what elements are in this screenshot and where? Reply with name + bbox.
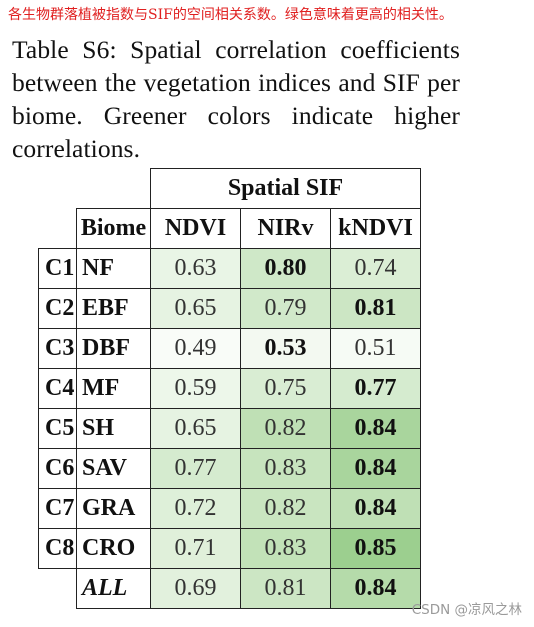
cell-kndvi: 0.74 (330, 247, 421, 289)
cell-ndvi: 0.63 (150, 247, 241, 289)
cell-nirv: 0.79 (240, 287, 331, 329)
correlation-table: Spatial SIF Biome NDVI NIRv kNDVI C1 NF 0.… (38, 168, 421, 609)
column-header-ndvi: NDVI (150, 207, 241, 249)
row-code: C2 (38, 287, 77, 329)
table-row: C1 NF 0.63 0.80 0.74 (38, 247, 421, 289)
row-biome: MF (76, 367, 151, 409)
row-biome: CRO (76, 527, 151, 569)
cell-nirv: 0.82 (240, 407, 331, 449)
row-biome: SAV (76, 447, 151, 489)
row-biome: EBF (76, 287, 151, 329)
row-code: C7 (38, 487, 77, 529)
table-row: C7 GRA 0.72 0.82 0.84 (38, 487, 421, 529)
row-code: C1 (38, 247, 77, 289)
cell-kndvi: 0.85 (330, 527, 421, 569)
cell-nirv: 0.75 (240, 367, 331, 409)
table-row: C3 DBF 0.49 0.53 0.51 (38, 327, 421, 369)
row-code: C3 (38, 327, 77, 369)
table-caption: Table S6: Spatial correlation coefficien… (12, 35, 460, 163)
cell-kndvi: 0.84 (330, 447, 421, 489)
row-code: C4 (38, 367, 77, 409)
cell-ndvi: 0.69 (150, 567, 241, 609)
cell-kndvi: 0.84 (330, 487, 421, 529)
cell-ndvi: 0.71 (150, 527, 241, 569)
row-biome: DBF (76, 327, 151, 369)
cell-nirv: 0.82 (240, 487, 331, 529)
column-header-biome: Biome (76, 207, 151, 249)
cell-nirv: 0.53 (240, 327, 331, 369)
table-row: C4 MF 0.59 0.75 0.77 (38, 367, 421, 409)
group-header-spatial-sif: Spatial SIF (150, 168, 421, 209)
row-biome: NF (76, 247, 151, 289)
cell-ndvi: 0.72 (150, 487, 241, 529)
table-row: C5 SH 0.65 0.82 0.84 (38, 407, 421, 449)
cell-kndvi: 0.81 (330, 287, 421, 329)
row-code: C6 (38, 447, 77, 489)
cell-nirv: 0.83 (240, 447, 331, 489)
chinese-annotation: 各生物群落植被指数与SIF的空间相关系数。绿色意味着更高的相关性。 (8, 7, 453, 23)
csdn-watermark: CSDN @凉风之林 (411, 602, 522, 618)
row-biome: ALL (76, 567, 151, 609)
column-header-row: Biome NDVI NIRv kNDVI (38, 207, 421, 249)
cell-kndvi: 0.84 (330, 567, 421, 609)
cell-kndvi: 0.51 (330, 327, 421, 369)
cell-ndvi: 0.65 (150, 287, 241, 329)
table-row: C2 EBF 0.65 0.79 0.81 (38, 287, 421, 329)
cell-kndvi: 0.84 (330, 407, 421, 449)
column-header-nirv: NIRv (240, 207, 331, 249)
row-biome: SH (76, 407, 151, 449)
row-code: C8 (38, 527, 77, 569)
cell-kndvi: 0.77 (330, 367, 421, 409)
table-row: C8 CRO 0.71 0.83 0.85 (38, 527, 421, 569)
cell-ndvi: 0.59 (150, 367, 241, 409)
group-header-row: Spatial SIF (39, 168, 421, 209)
table-row: ALL 0.69 0.81 0.84 (39, 567, 421, 609)
cell-ndvi: 0.49 (150, 327, 241, 369)
cell-nirv: 0.80 (240, 247, 331, 289)
column-header-kndvi: kNDVI (330, 207, 421, 249)
cell-nirv: 0.83 (240, 527, 331, 569)
cell-nirv: 0.81 (240, 567, 331, 609)
cell-ndvi: 0.77 (150, 447, 241, 489)
row-code: C5 (38, 407, 77, 449)
row-biome: GRA (76, 487, 151, 529)
table-row: C6 SAV 0.77 0.83 0.84 (38, 447, 421, 489)
cell-ndvi: 0.65 (150, 407, 241, 449)
